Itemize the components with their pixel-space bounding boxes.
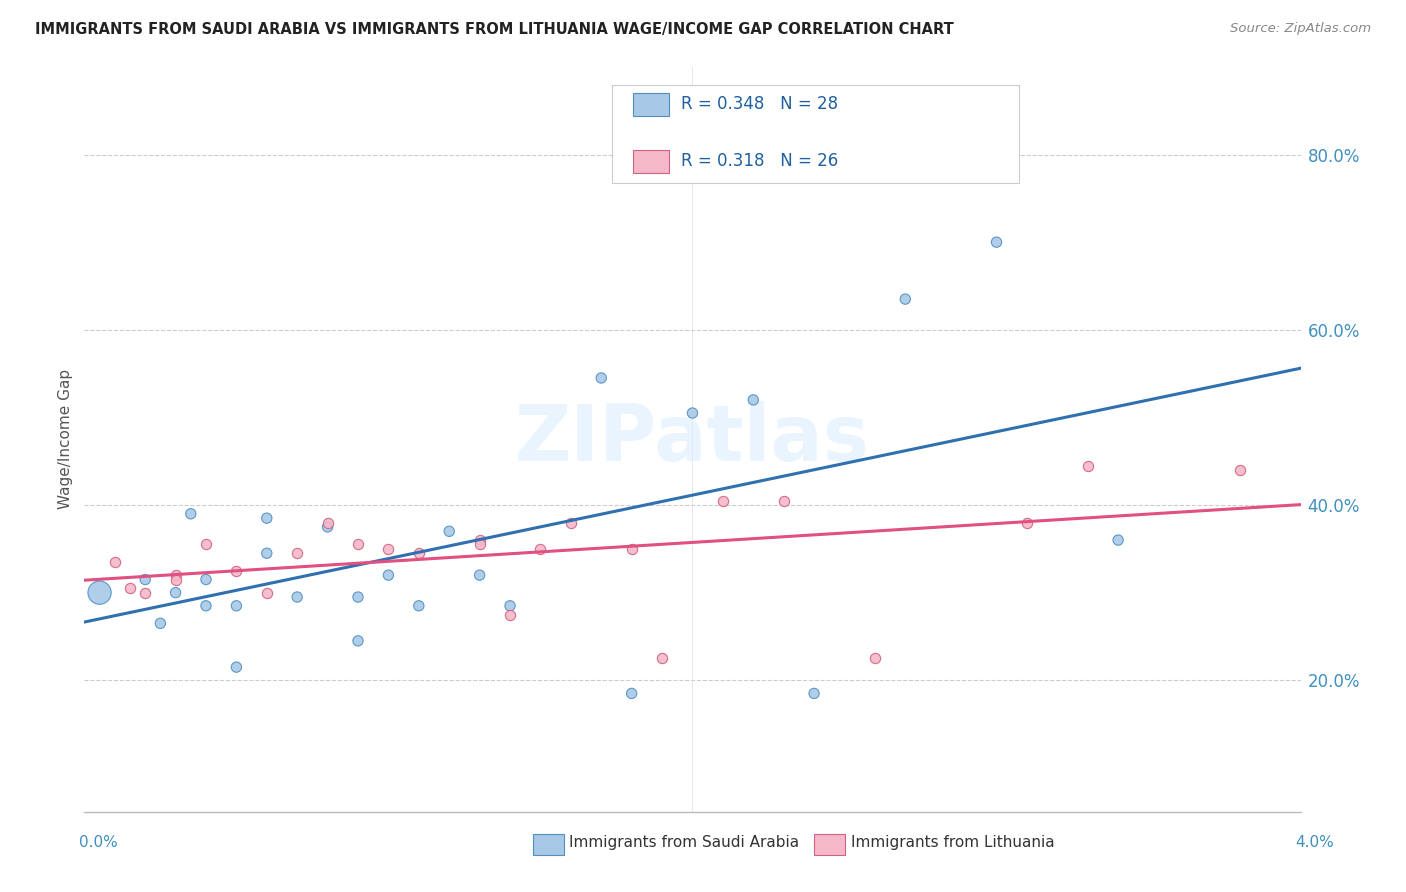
Text: 0.0%: 0.0% [79,836,118,850]
Point [1015,516,1038,530]
Point [165,585,187,599]
Point [225,660,247,674]
Point [408,546,430,560]
Point [468,533,491,547]
Point [180,507,202,521]
Point [651,651,673,665]
Text: R = 0.348   N = 28: R = 0.348 N = 28 [681,95,838,113]
Point [986,235,1008,249]
Point [560,516,582,530]
Point [620,686,643,700]
Point [285,590,308,604]
Point [1077,458,1099,473]
Point [256,546,278,560]
Point [347,537,370,551]
Point [591,371,613,385]
Point [104,555,127,569]
Text: Immigrants from Saudi Arabia: Immigrants from Saudi Arabia [569,836,800,850]
Point [134,573,156,587]
Text: Source: ZipAtlas.com: Source: ZipAtlas.com [1230,22,1371,36]
Point [408,599,430,613]
Point [499,599,522,613]
Point [225,564,247,578]
Point [863,651,886,665]
Point [468,568,491,582]
Text: Immigrants from Lithuania: Immigrants from Lithuania [851,836,1054,850]
Point [165,573,187,587]
Text: ZIPatlas: ZIPatlas [515,401,870,477]
Point [134,585,156,599]
Point [194,537,217,551]
Point [377,568,399,582]
Point [118,582,141,596]
Point [894,292,917,306]
Point [256,585,278,599]
Point [377,541,399,556]
Point [149,616,172,631]
Point [194,599,217,613]
Point [256,511,278,525]
Y-axis label: Wage/Income Gap: Wage/Income Gap [58,369,73,509]
Point [499,607,522,622]
Point [682,406,704,420]
Point [439,524,461,539]
Point [316,520,339,534]
Point [529,541,551,556]
Point [347,633,370,648]
Point [89,585,111,599]
Point [620,541,643,556]
Point [468,537,491,551]
Point [772,493,794,508]
Point [347,590,370,604]
Text: IMMIGRANTS FROM SAUDI ARABIA VS IMMIGRANTS FROM LITHUANIA WAGE/INCOME GAP CORREL: IMMIGRANTS FROM SAUDI ARABIA VS IMMIGRAN… [35,22,953,37]
Text: 4.0%: 4.0% [1295,836,1334,850]
Point [742,392,765,407]
Text: R = 0.318   N = 26: R = 0.318 N = 26 [681,153,838,170]
Point [1229,463,1251,477]
Point [803,686,825,700]
Point [165,568,187,582]
Point [225,599,247,613]
Point [194,573,217,587]
Point [285,546,308,560]
Point [711,493,734,508]
Point [316,516,339,530]
Point [1107,533,1129,547]
